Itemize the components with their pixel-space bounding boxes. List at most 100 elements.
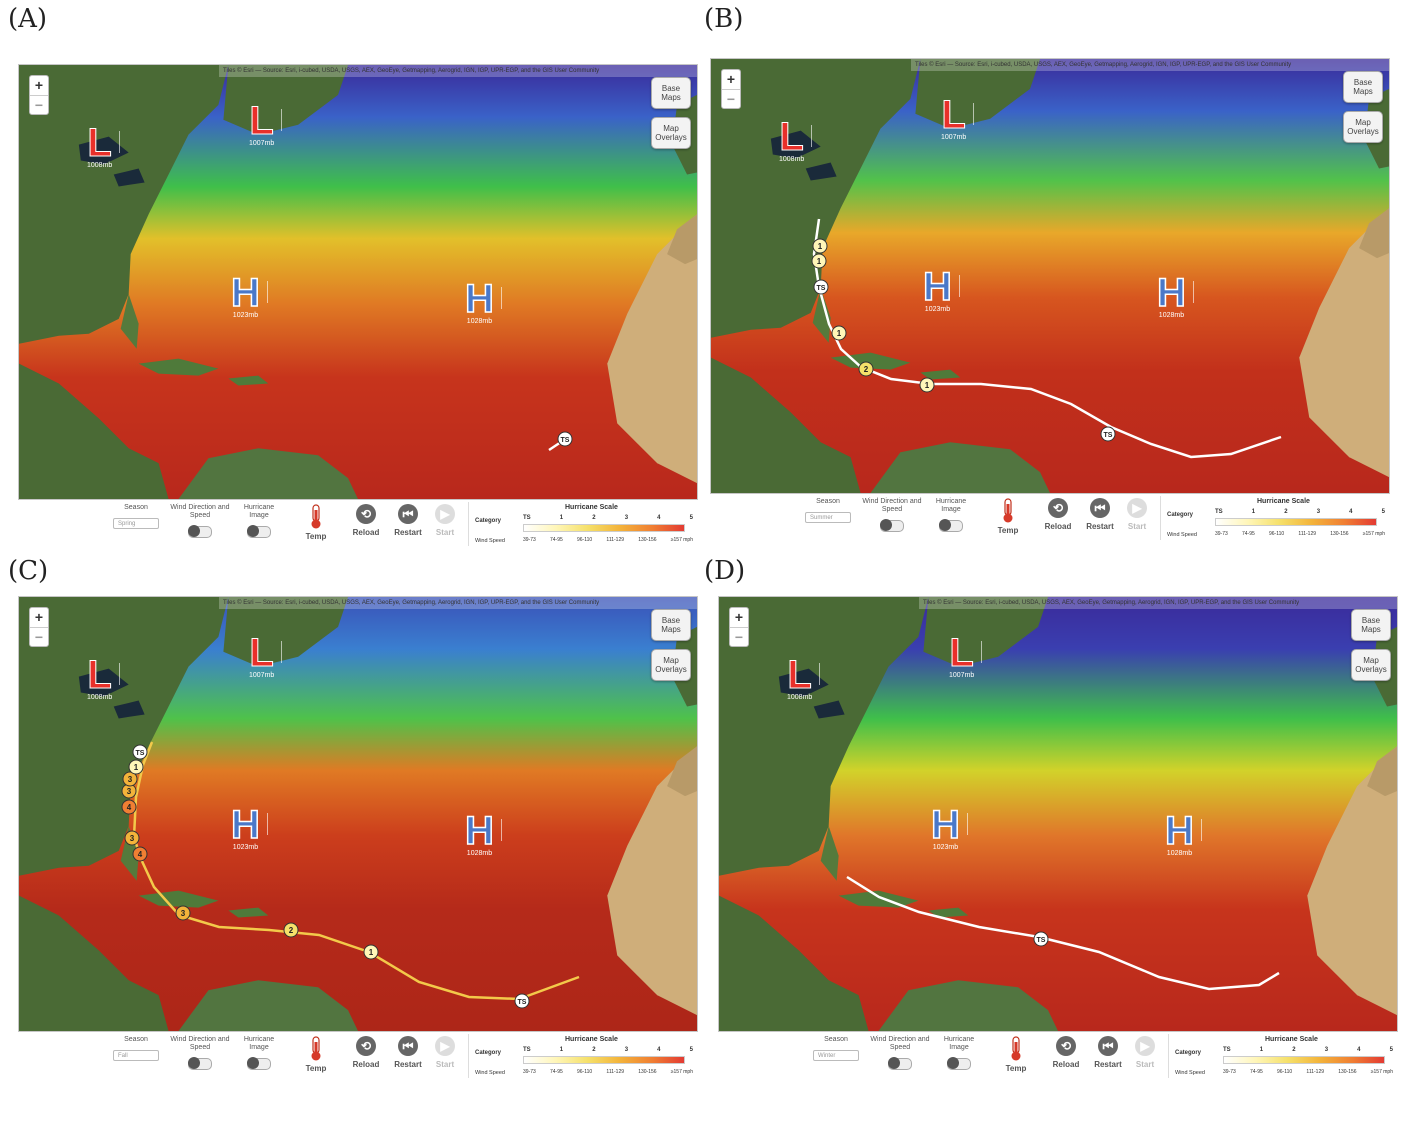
start-label: Start [435, 528, 455, 537]
category-label: Category [1167, 512, 1194, 518]
map-view[interactable]: Tiles © Esri — Source: Esri, i-cubed, US… [718, 596, 1398, 1032]
reload-button[interactable]: ⟲ Reload [348, 1036, 384, 1069]
zoom-control[interactable]: + − [29, 607, 49, 647]
wind-toggle[interactable] [880, 519, 904, 532]
map-view[interactable]: Tiles © Esri — Source: Esri, i-cubed, US… [18, 64, 698, 500]
wind-toggle[interactable] [888, 1057, 912, 1070]
restart-button[interactable]: ⏮ Restart [390, 1036, 426, 1069]
season-select[interactable]: Spring [113, 518, 159, 529]
high-pressure-marker: H 1028mb [1164, 810, 1202, 858]
zoom-in-button[interactable]: + [34, 609, 44, 625]
season-select[interactable]: Winter [813, 1050, 859, 1061]
start-button[interactable]: ▶ Start [430, 504, 460, 537]
map-overlays-button[interactable]: Map Overlays [651, 649, 691, 681]
high-pressure-marker: H 1023mb [922, 266, 960, 314]
zoom-in-button[interactable]: + [34, 77, 44, 93]
season-control[interactable]: Season Winter [808, 1036, 864, 1061]
base-maps-button[interactable]: Base Maps [1343, 71, 1383, 103]
reload-label: Reload [352, 1060, 380, 1069]
thermometer-icon [1003, 498, 1013, 523]
season-control[interactable]: Season Summer [800, 498, 856, 523]
wind-speed-values: 39-73 74-95 96-110 111-129 130-156 ≥157 mph [523, 1069, 693, 1075]
wind-speed-label: Wind Speed [475, 1070, 505, 1076]
temp-button[interactable]: Temp [298, 504, 334, 541]
hurricane-image-control[interactable]: Hurricane Image [234, 504, 284, 538]
wind-toggle[interactable] [188, 1057, 212, 1070]
restart-icon: ⏮ [398, 1036, 418, 1056]
low-pressure-symbol: L [87, 653, 112, 697]
map-overlays-button[interactable]: Map Overlays [1351, 649, 1391, 681]
hurricane-image-toggle[interactable] [939, 519, 963, 532]
reload-button[interactable]: ⟲ Reload [348, 504, 384, 537]
restart-button[interactable]: ⏮ Restart [390, 504, 426, 537]
hurricane-image-toggle[interactable] [247, 525, 271, 538]
high-pressure-value: 1023mb [232, 844, 259, 851]
wind-toggle-control[interactable]: Wind Direction and Speed [870, 1036, 930, 1070]
zoom-out-button[interactable]: − [730, 627, 748, 647]
base-maps-button[interactable]: Base Maps [651, 77, 691, 109]
temp-button[interactable]: Temp [990, 498, 1026, 535]
high-pressure-value: 1023mb [924, 306, 951, 313]
hurricane-image-label: Hurricane Image [243, 1036, 275, 1051]
hurricane-image-control[interactable]: Hurricane Image [934, 1036, 984, 1070]
restart-icon: ⏮ [398, 504, 418, 524]
season-select[interactable]: Fall [113, 1050, 159, 1061]
restart-label: Restart [394, 1060, 422, 1069]
start-label: Start [1127, 522, 1147, 531]
hurricane-image-control[interactable]: Hurricane Image [234, 1036, 284, 1070]
base-maps-button[interactable]: Base Maps [1351, 609, 1391, 641]
zoom-control[interactable]: + − [721, 69, 741, 109]
temp-button[interactable]: Temp [298, 1036, 334, 1073]
reload-button[interactable]: ⟲ Reload [1040, 498, 1076, 531]
high-pressure-symbol: H [930, 803, 960, 847]
hurricane-scale-bar [1215, 518, 1377, 526]
season-label: Season [124, 504, 148, 511]
hurricane-image-toggle[interactable] [247, 1057, 271, 1070]
map-attribution: Tiles © Esri — Source: Esri, i-cubed, US… [219, 65, 697, 77]
high-pressure-marker: H 1028mb [1156, 272, 1194, 320]
map-view[interactable]: Tiles © Esri — Source: Esri, i-cubed, US… [18, 596, 698, 1032]
wind-toggle-control[interactable]: Wind Direction and Speed [862, 498, 922, 532]
wind-toggle-control[interactable]: Wind Direction and Speed [170, 504, 230, 538]
wind-toggle[interactable] [188, 525, 212, 538]
low-pressure-marker: L 1007mb [941, 95, 975, 142]
start-button[interactable]: ▶ Start [1122, 498, 1152, 531]
temp-button[interactable]: Temp [998, 1036, 1034, 1073]
restart-button[interactable]: ⏮ Restart [1082, 498, 1118, 531]
reload-icon: ⟲ [356, 504, 376, 524]
hurricane-image-control[interactable]: Hurricane Image [926, 498, 976, 532]
wind-toggle-control[interactable]: Wind Direction and Speed [170, 1036, 230, 1070]
map-overlays-button[interactable]: Map Overlays [651, 117, 691, 149]
zoom-control[interactable]: + − [729, 607, 749, 647]
hurricane-scale-title: Hurricane Scale [1257, 498, 1310, 505]
thermometer-icon [311, 1036, 321, 1061]
map-attribution: Tiles © Esri — Source: Esri, i-cubed, US… [911, 59, 1389, 71]
map-attribution: Tiles © Esri — Source: Esri, i-cubed, US… [919, 597, 1397, 609]
low-pressure-symbol: L [787, 653, 812, 697]
reload-label: Reload [1044, 522, 1072, 531]
reload-icon: ⟲ [1056, 1036, 1076, 1056]
zoom-in-button[interactable]: + [726, 71, 736, 87]
season-control[interactable]: Season Spring [108, 504, 164, 529]
start-button[interactable]: ▶ Start [1130, 1036, 1160, 1069]
high-pressure-symbol: H [464, 809, 494, 853]
map-view[interactable]: Tiles © Esri — Source: Esri, i-cubed, US… [710, 58, 1390, 494]
season-control[interactable]: Season Fall [108, 1036, 164, 1061]
reload-button[interactable]: ⟲ Reload [1048, 1036, 1084, 1069]
zoom-in-button[interactable]: + [734, 609, 744, 625]
high-pressure-marker: H 1023mb [930, 803, 968, 852]
hurricane-image-toggle[interactable] [947, 1057, 971, 1070]
zoom-out-button[interactable]: − [722, 89, 740, 109]
hurricane-image-label: Hurricane Image [935, 498, 967, 513]
zoom-control[interactable]: + − [29, 75, 49, 115]
zoom-out-button[interactable]: − [30, 627, 48, 647]
temp-label: Temp [1005, 1064, 1027, 1073]
start-button[interactable]: ▶ Start [430, 1036, 460, 1069]
play-icon: ▶ [435, 1036, 455, 1056]
map-overlays-button[interactable]: Map Overlays [1343, 111, 1383, 143]
restart-button[interactable]: ⏮ Restart [1090, 1036, 1126, 1069]
season-select[interactable]: Summer [805, 512, 851, 523]
zoom-out-button[interactable]: − [30, 95, 48, 115]
base-maps-button[interactable]: Base Maps [651, 609, 691, 641]
low-pressure-marker: L 1007mb [949, 633, 983, 680]
